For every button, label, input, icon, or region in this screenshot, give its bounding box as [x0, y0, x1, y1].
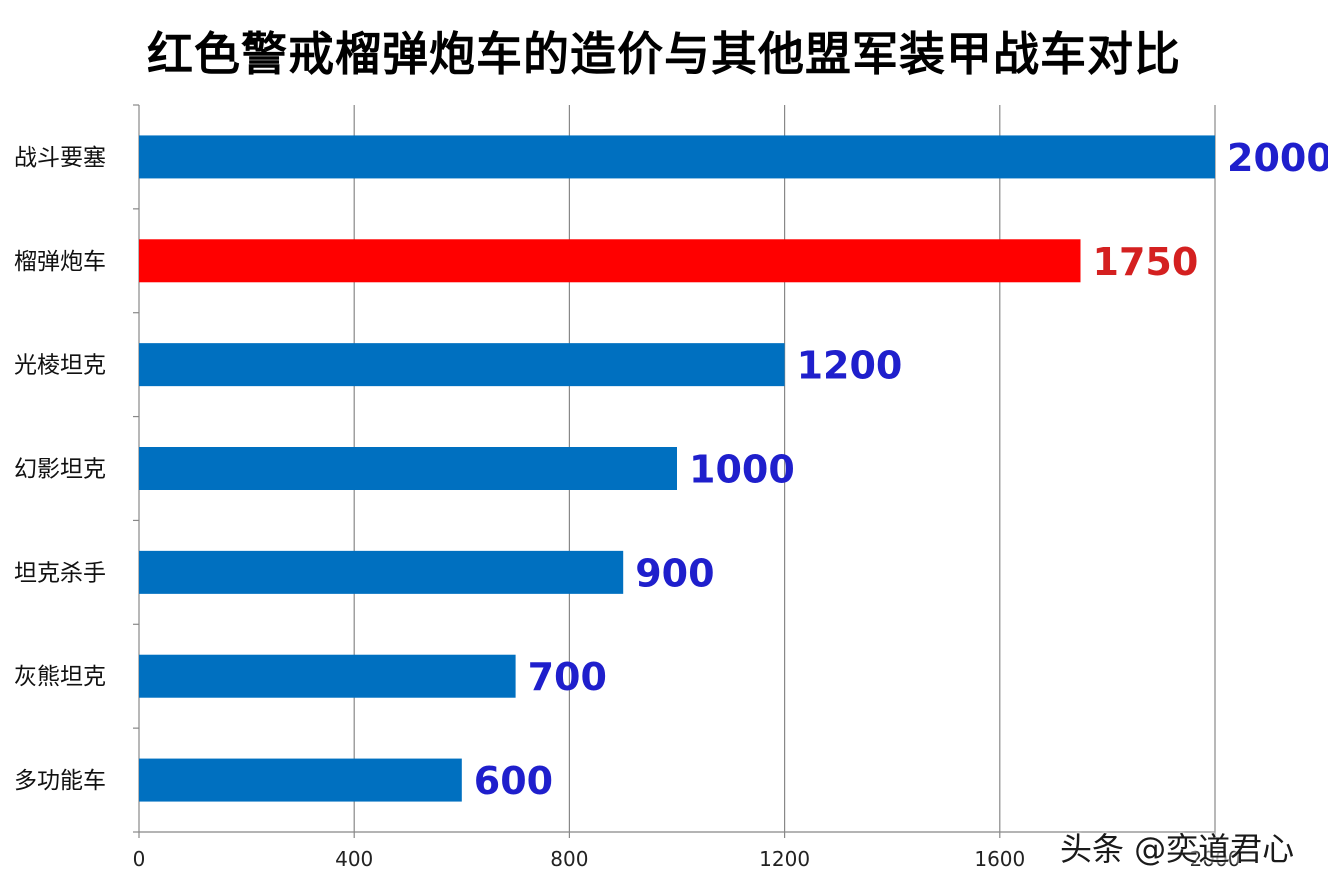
bar: [139, 343, 785, 387]
category-label: 幻影坦克: [14, 457, 106, 483]
value-label: 1000: [689, 448, 795, 492]
bar: [139, 447, 677, 490]
value-label: 600: [474, 759, 553, 803]
bar: [139, 654, 516, 698]
bar: [139, 239, 1081, 283]
bar: [139, 550, 624, 594]
watermark: 头条 @奕道君心: [1060, 830, 1295, 868]
x-tick-label: 800: [550, 847, 588, 871]
category-label: 榴弹炮车: [14, 249, 106, 275]
category-label: 坦克杀手: [14, 560, 106, 586]
x-tick-label: 0: [133, 847, 146, 871]
value-label: 1750: [1093, 240, 1199, 284]
x-tick-label: 1200: [759, 847, 810, 871]
bar: [139, 758, 462, 802]
value-label: 2000: [1227, 136, 1328, 180]
value-label: 1200: [797, 344, 903, 388]
value-label: 900: [635, 551, 714, 595]
chart-title: 红色警戒榴弹炮车的造价与其他盟军装甲战车对比: [147, 27, 1181, 81]
category-label: 多功能车: [14, 768, 106, 794]
value-label: 700: [528, 655, 607, 699]
category-label: 光棱坦克: [14, 353, 106, 379]
bar: [139, 135, 1215, 179]
category-label: 战斗要塞: [14, 145, 106, 171]
category-label: 灰熊坦克: [14, 664, 106, 690]
x-tick-label: 2000: [1190, 847, 1241, 871]
x-tick-label: 1600: [974, 847, 1025, 871]
x-tick-label: 400: [335, 847, 373, 871]
